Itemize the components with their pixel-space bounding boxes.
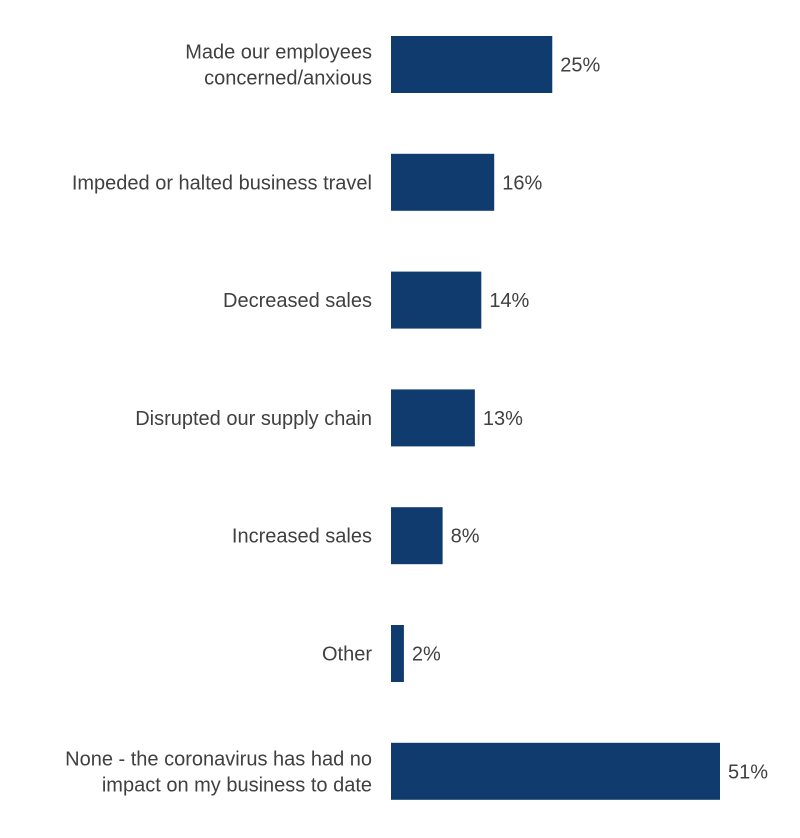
category-label: Decreased sales: [223, 290, 372, 312]
category-label: Increased sales: [232, 526, 372, 548]
category-label-line: Other: [322, 644, 372, 666]
bar: [391, 742, 720, 800]
category-label-line: concerned/anxious: [204, 68, 372, 90]
bar: [391, 271, 482, 329]
category-label-line: Disrupted our supply chain: [135, 408, 372, 430]
value-label: 2%: [412, 644, 441, 666]
value-label: 16%: [502, 172, 542, 194]
bars-group: [391, 36, 720, 800]
category-label: Disrupted our supply chain: [135, 408, 372, 430]
value-label: 8%: [451, 526, 480, 548]
value-label: 13%: [483, 408, 523, 430]
category-label-line: impact on my business to date: [102, 774, 372, 796]
category-label: None - the coronavirus has had no impact …: [65, 748, 372, 796]
category-label: Made our employees concerned/anxious: [185, 42, 372, 90]
bar: [391, 153, 495, 211]
category-labels-group: Made our employees concerned/anxious Imped…: [65, 42, 372, 797]
category-label-line: Decreased sales: [223, 290, 372, 312]
bar: [391, 36, 553, 93]
category-label-line: Increased sales: [232, 526, 372, 548]
value-label: 51%: [728, 761, 768, 783]
value-label: 14%: [489, 290, 529, 312]
value-labels-group: 25% 16% 14% 13% 8% 2% 51%: [412, 55, 768, 784]
bar: [391, 507, 443, 565]
category-label: Other: [322, 644, 372, 666]
category-label-line: Made our employees: [185, 42, 372, 64]
category-label: Impeded or halted business travel: [72, 172, 372, 194]
bar: [391, 389, 475, 447]
category-label-line: None - the coronavirus has had no: [65, 748, 372, 770]
category-label-line: Impeded or halted business travel: [72, 172, 372, 194]
value-label: 25%: [560, 55, 600, 77]
bar: [391, 625, 404, 682]
